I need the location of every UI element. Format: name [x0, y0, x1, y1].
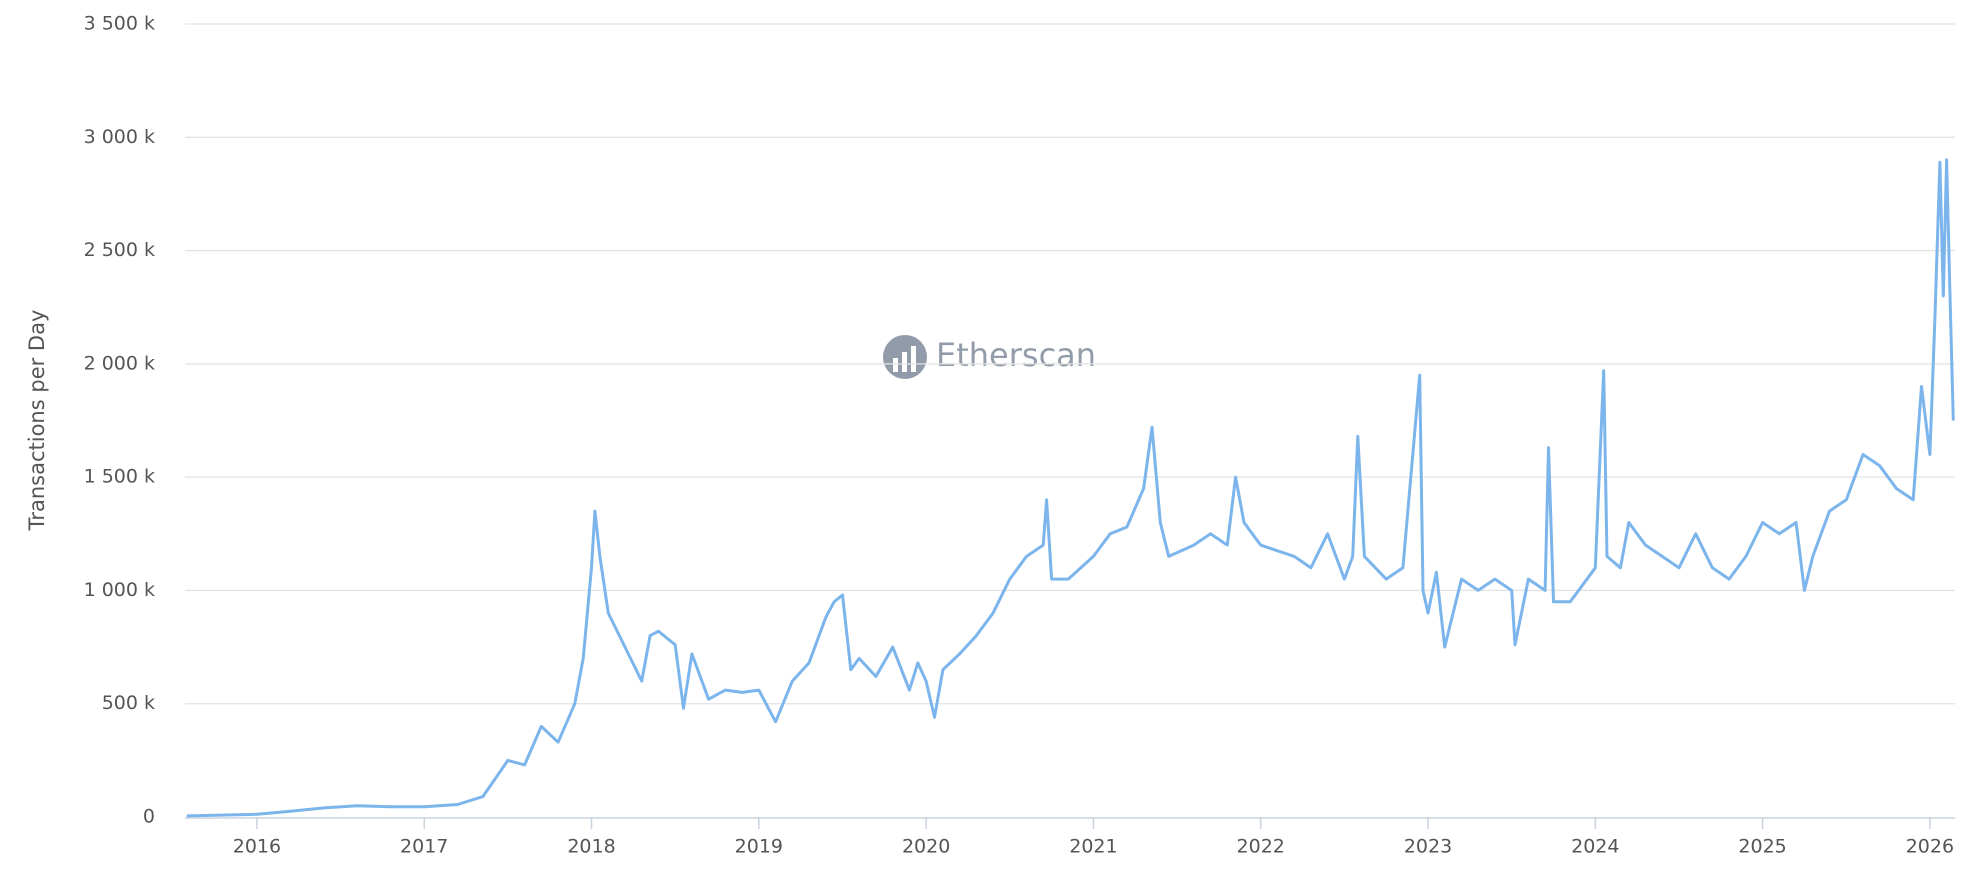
x-tick-label: 2016: [233, 836, 281, 858]
y-axis-title: Transactions per Day: [25, 310, 49, 532]
y-tick-label: 0: [143, 806, 155, 828]
x-tick-label: 2021: [1069, 836, 1117, 858]
watermark-logo: [883, 335, 927, 379]
x-tick-label: 2026: [1906, 836, 1954, 858]
x-tick-label: 2024: [1571, 836, 1619, 858]
x-tick-label: 2017: [400, 836, 448, 858]
data-line: [186, 158, 1955, 818]
y-tick-label: 3 000 k: [84, 126, 155, 148]
y-tick-label: 500 k: [102, 692, 155, 714]
x-tick-label: 2025: [1738, 836, 1786, 858]
watermark: Etherscan: [936, 336, 1096, 374]
x-tick-label: 2019: [735, 836, 783, 858]
y-tick-label: 1 000 k: [84, 579, 155, 601]
y-tick-label: 2 500 k: [84, 239, 155, 261]
y-tick-label: 3 500 k: [84, 13, 155, 35]
y-tick-label: 2 000 k: [84, 352, 155, 374]
x-tick-label: 2020: [902, 836, 950, 858]
x-tick-label: 2023: [1404, 836, 1452, 858]
y-tick-label: 1 500 k: [84, 466, 155, 488]
x-tick-label: 2022: [1237, 836, 1285, 858]
x-tick-label: 2018: [567, 836, 615, 858]
